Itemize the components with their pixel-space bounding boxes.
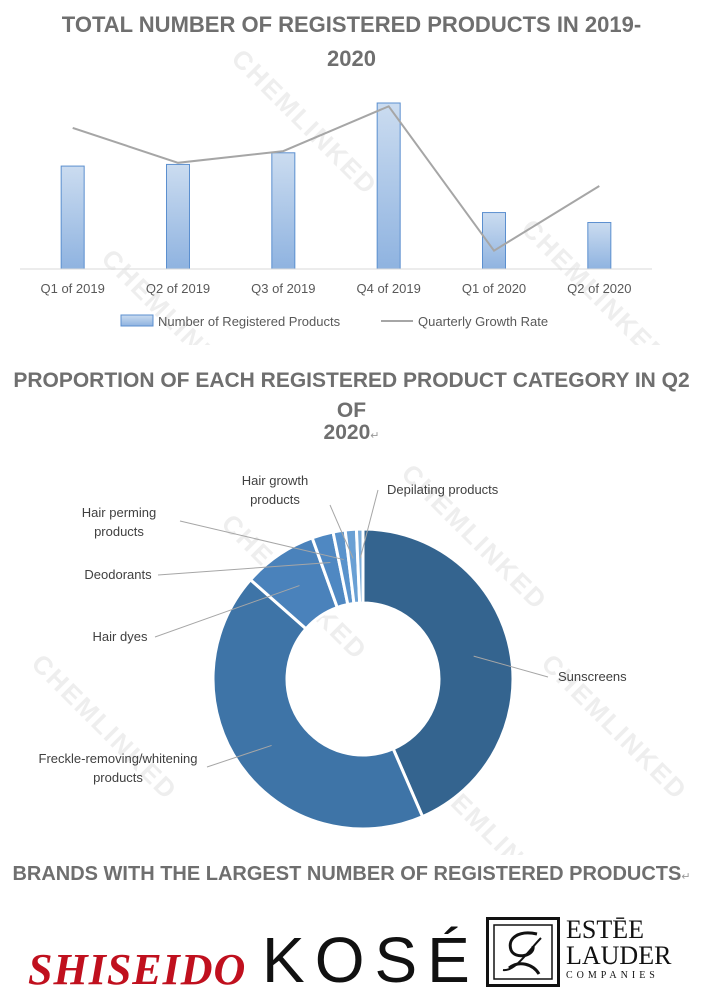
bar	[60, 165, 85, 270]
leader-line	[473, 655, 549, 678]
x-tick-label: Q2 of 2019	[146, 281, 210, 296]
x-tick-label: Q1 of 2019	[41, 281, 105, 296]
chart1-legend: Number of Registered Products Quarterly …	[120, 314, 548, 329]
slice-label: Deodorants	[84, 567, 152, 582]
x-tick-label: Q3 of 2019	[251, 281, 315, 296]
slice-label: Sunscreens	[558, 669, 627, 684]
x-tick-label: Q1 of 2020	[462, 281, 526, 296]
leader-line	[157, 561, 331, 576]
chart1-title-line2: 2020	[327, 46, 376, 71]
leader-line	[154, 585, 300, 638]
slice-label: Hair perming products	[82, 505, 156, 539]
bar	[376, 102, 401, 270]
chart1-title-line1: TOTAL NUMBER OF REGISTERED PRODUCTS IN 2…	[61, 12, 642, 37]
bar	[587, 222, 612, 270]
chart1-title: TOTAL NUMBER OF REGISTERED PRODUCTS IN 2…	[0, 8, 703, 76]
kose-logo: KOSÉ	[262, 924, 480, 996]
legend-label-bars: Number of Registered Products	[158, 314, 341, 329]
x-tick-label: Q2 of 2020	[567, 281, 631, 296]
legend-label-line: Quarterly Growth Rate	[418, 314, 548, 329]
brands-title: BRANDS WITH THE LARGEST NUMBER OF REGIST…	[12, 863, 691, 885]
leader-line	[179, 520, 344, 561]
leader-line	[329, 504, 354, 559]
estee-lauder-wordmark: ESTĒE LAUDER	[566, 915, 672, 970]
watermark-text: CHEMLINKED	[226, 43, 384, 201]
slice-label: Hair growth products	[242, 473, 308, 507]
leader-line	[359, 489, 379, 559]
chart2-title-line1: PROPORTION OF EACH REGISTERED PRODUCT CA…	[13, 369, 690, 422]
growth-rate-line	[72, 105, 600, 253]
pie-slice	[211, 577, 425, 831]
bar	[271, 152, 296, 270]
slice-label: Hair dyes	[93, 629, 148, 644]
shiseido-logo: SHISEIDO	[28, 945, 247, 994]
pie-slice	[361, 527, 515, 819]
bar	[166, 163, 190, 270]
estee-lauder-sub: COMPANIES	[566, 970, 659, 981]
slice-label: Freckle-removing/whitening products	[39, 751, 198, 785]
x-tick-label: Q4 of 2019	[357, 281, 421, 296]
leader-line	[206, 744, 272, 768]
estee-lauder-logo: ESTĒE LAUDER COMPANIES	[566, 917, 686, 983]
pie-slice	[354, 527, 365, 605]
slice-label: Depilating products	[387, 482, 499, 497]
chart2-title-line2: 2020↵	[323, 421, 380, 444]
legend-swatch-bars	[120, 314, 154, 327]
estee-lauder-emblem-icon	[486, 917, 560, 987]
brand-logos: SHISEIDO KOSÉ ESTĒE LAUDER COMPANIES	[0, 905, 703, 1005]
